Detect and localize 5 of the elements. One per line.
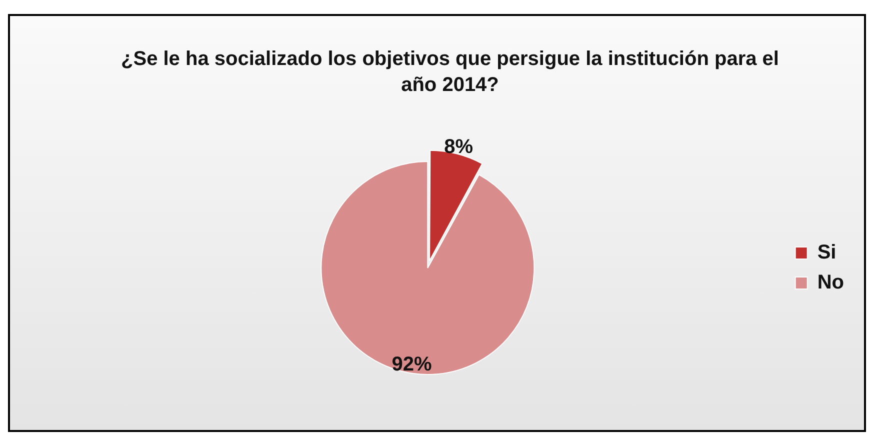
legend-label: No	[817, 272, 844, 294]
legend-label: Si	[817, 242, 836, 264]
chart-title: ¿Se le ha socializado los objetivos que persigue la institución para el año 2014?	[120, 47, 780, 98]
data-label: 92%	[392, 353, 432, 376]
data-label: 8%	[444, 136, 474, 158]
